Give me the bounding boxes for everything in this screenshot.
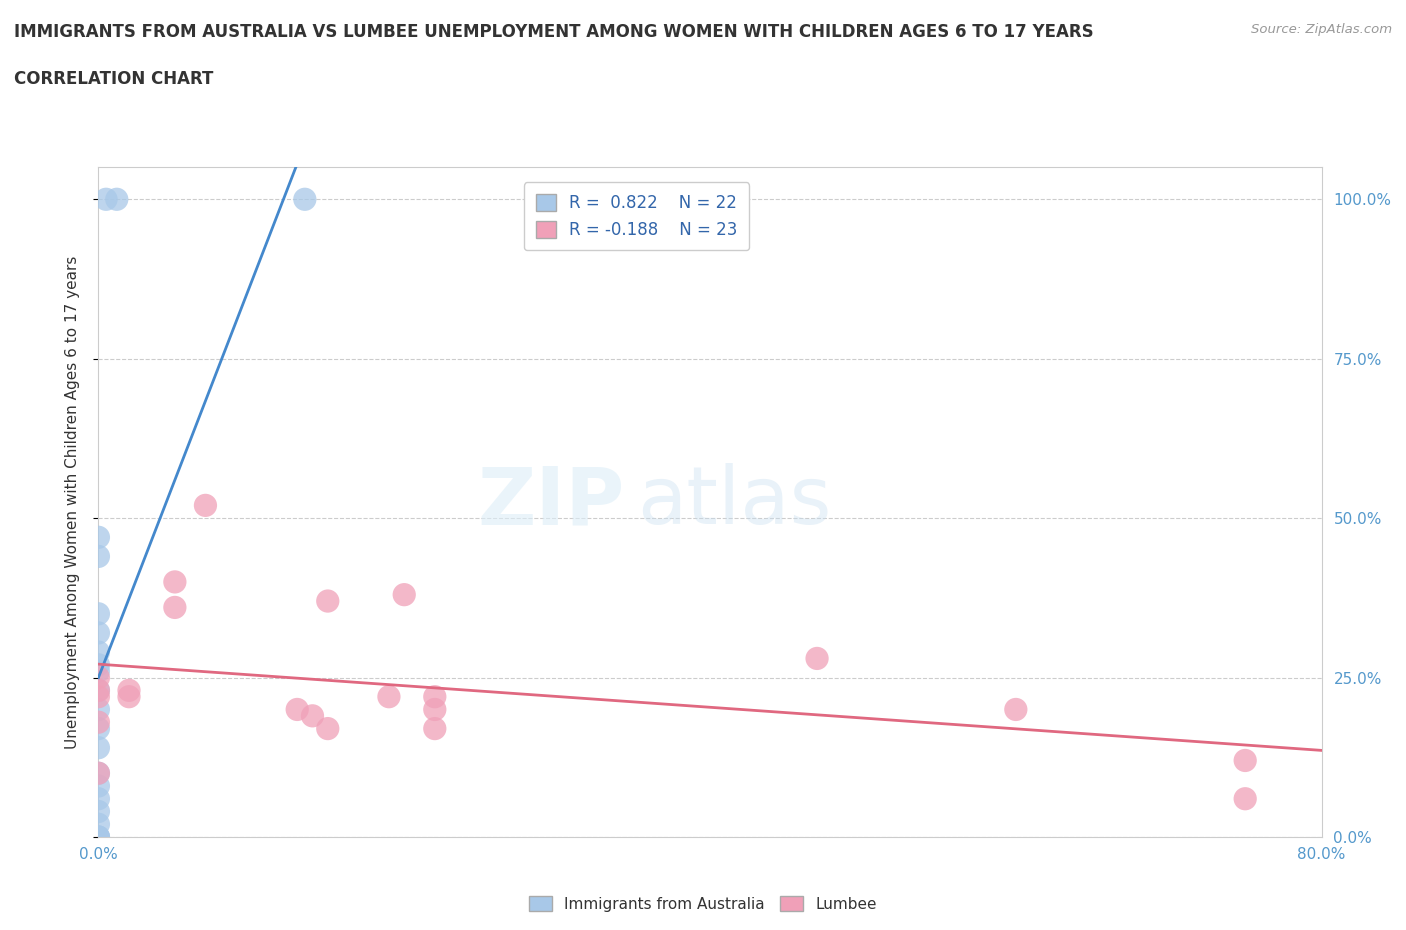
Point — [423, 702, 446, 717]
Point — [87, 740, 110, 755]
Point — [294, 192, 316, 206]
Point — [87, 830, 110, 844]
Point — [118, 683, 141, 698]
Text: atlas: atlas — [637, 463, 831, 541]
Point — [285, 702, 308, 717]
Point — [87, 549, 110, 564]
Point — [87, 778, 110, 793]
Point — [87, 702, 110, 717]
Point — [87, 804, 110, 819]
Point — [87, 689, 110, 704]
Point — [1234, 753, 1257, 768]
Point — [87, 715, 110, 730]
Point — [163, 600, 186, 615]
Point — [194, 498, 217, 512]
Legend: R =  0.822    N = 22, R = -0.188    N = 23: R = 0.822 N = 22, R = -0.188 N = 23 — [524, 182, 749, 250]
Y-axis label: Unemployment Among Women with Children Ages 6 to 17 years: Unemployment Among Women with Children A… — [65, 256, 80, 749]
Point — [316, 721, 339, 736]
Point — [87, 765, 110, 780]
Text: Source: ZipAtlas.com: Source: ZipAtlas.com — [1251, 23, 1392, 36]
Point — [87, 791, 110, 806]
Point — [806, 651, 828, 666]
Text: IMMIGRANTS FROM AUSTRALIA VS LUMBEE UNEMPLOYMENT AMONG WOMEN WITH CHILDREN AGES : IMMIGRANTS FROM AUSTRALIA VS LUMBEE UNEM… — [14, 23, 1094, 41]
Point — [1234, 791, 1257, 806]
Point — [87, 817, 110, 831]
Point — [423, 721, 446, 736]
Point — [87, 765, 110, 780]
Point — [87, 626, 110, 641]
Text: CORRELATION CHART: CORRELATION CHART — [14, 70, 214, 87]
Point — [87, 658, 110, 672]
Point — [87, 671, 110, 685]
Point — [105, 192, 128, 206]
Point — [87, 830, 110, 844]
Point — [87, 664, 110, 679]
Point — [316, 593, 339, 608]
Point — [87, 683, 110, 698]
Point — [87, 830, 110, 844]
Point — [301, 709, 323, 724]
Point — [87, 721, 110, 736]
Point — [87, 606, 110, 621]
Point — [87, 683, 110, 698]
Point — [163, 575, 186, 590]
Point — [87, 530, 110, 545]
Point — [423, 689, 446, 704]
Text: ZIP: ZIP — [477, 463, 624, 541]
Point — [118, 689, 141, 704]
Point — [1004, 702, 1026, 717]
Point — [94, 192, 117, 206]
Point — [392, 587, 416, 602]
Point — [378, 689, 401, 704]
Legend: Immigrants from Australia, Lumbee: Immigrants from Australia, Lumbee — [523, 889, 883, 918]
Point — [87, 644, 110, 659]
